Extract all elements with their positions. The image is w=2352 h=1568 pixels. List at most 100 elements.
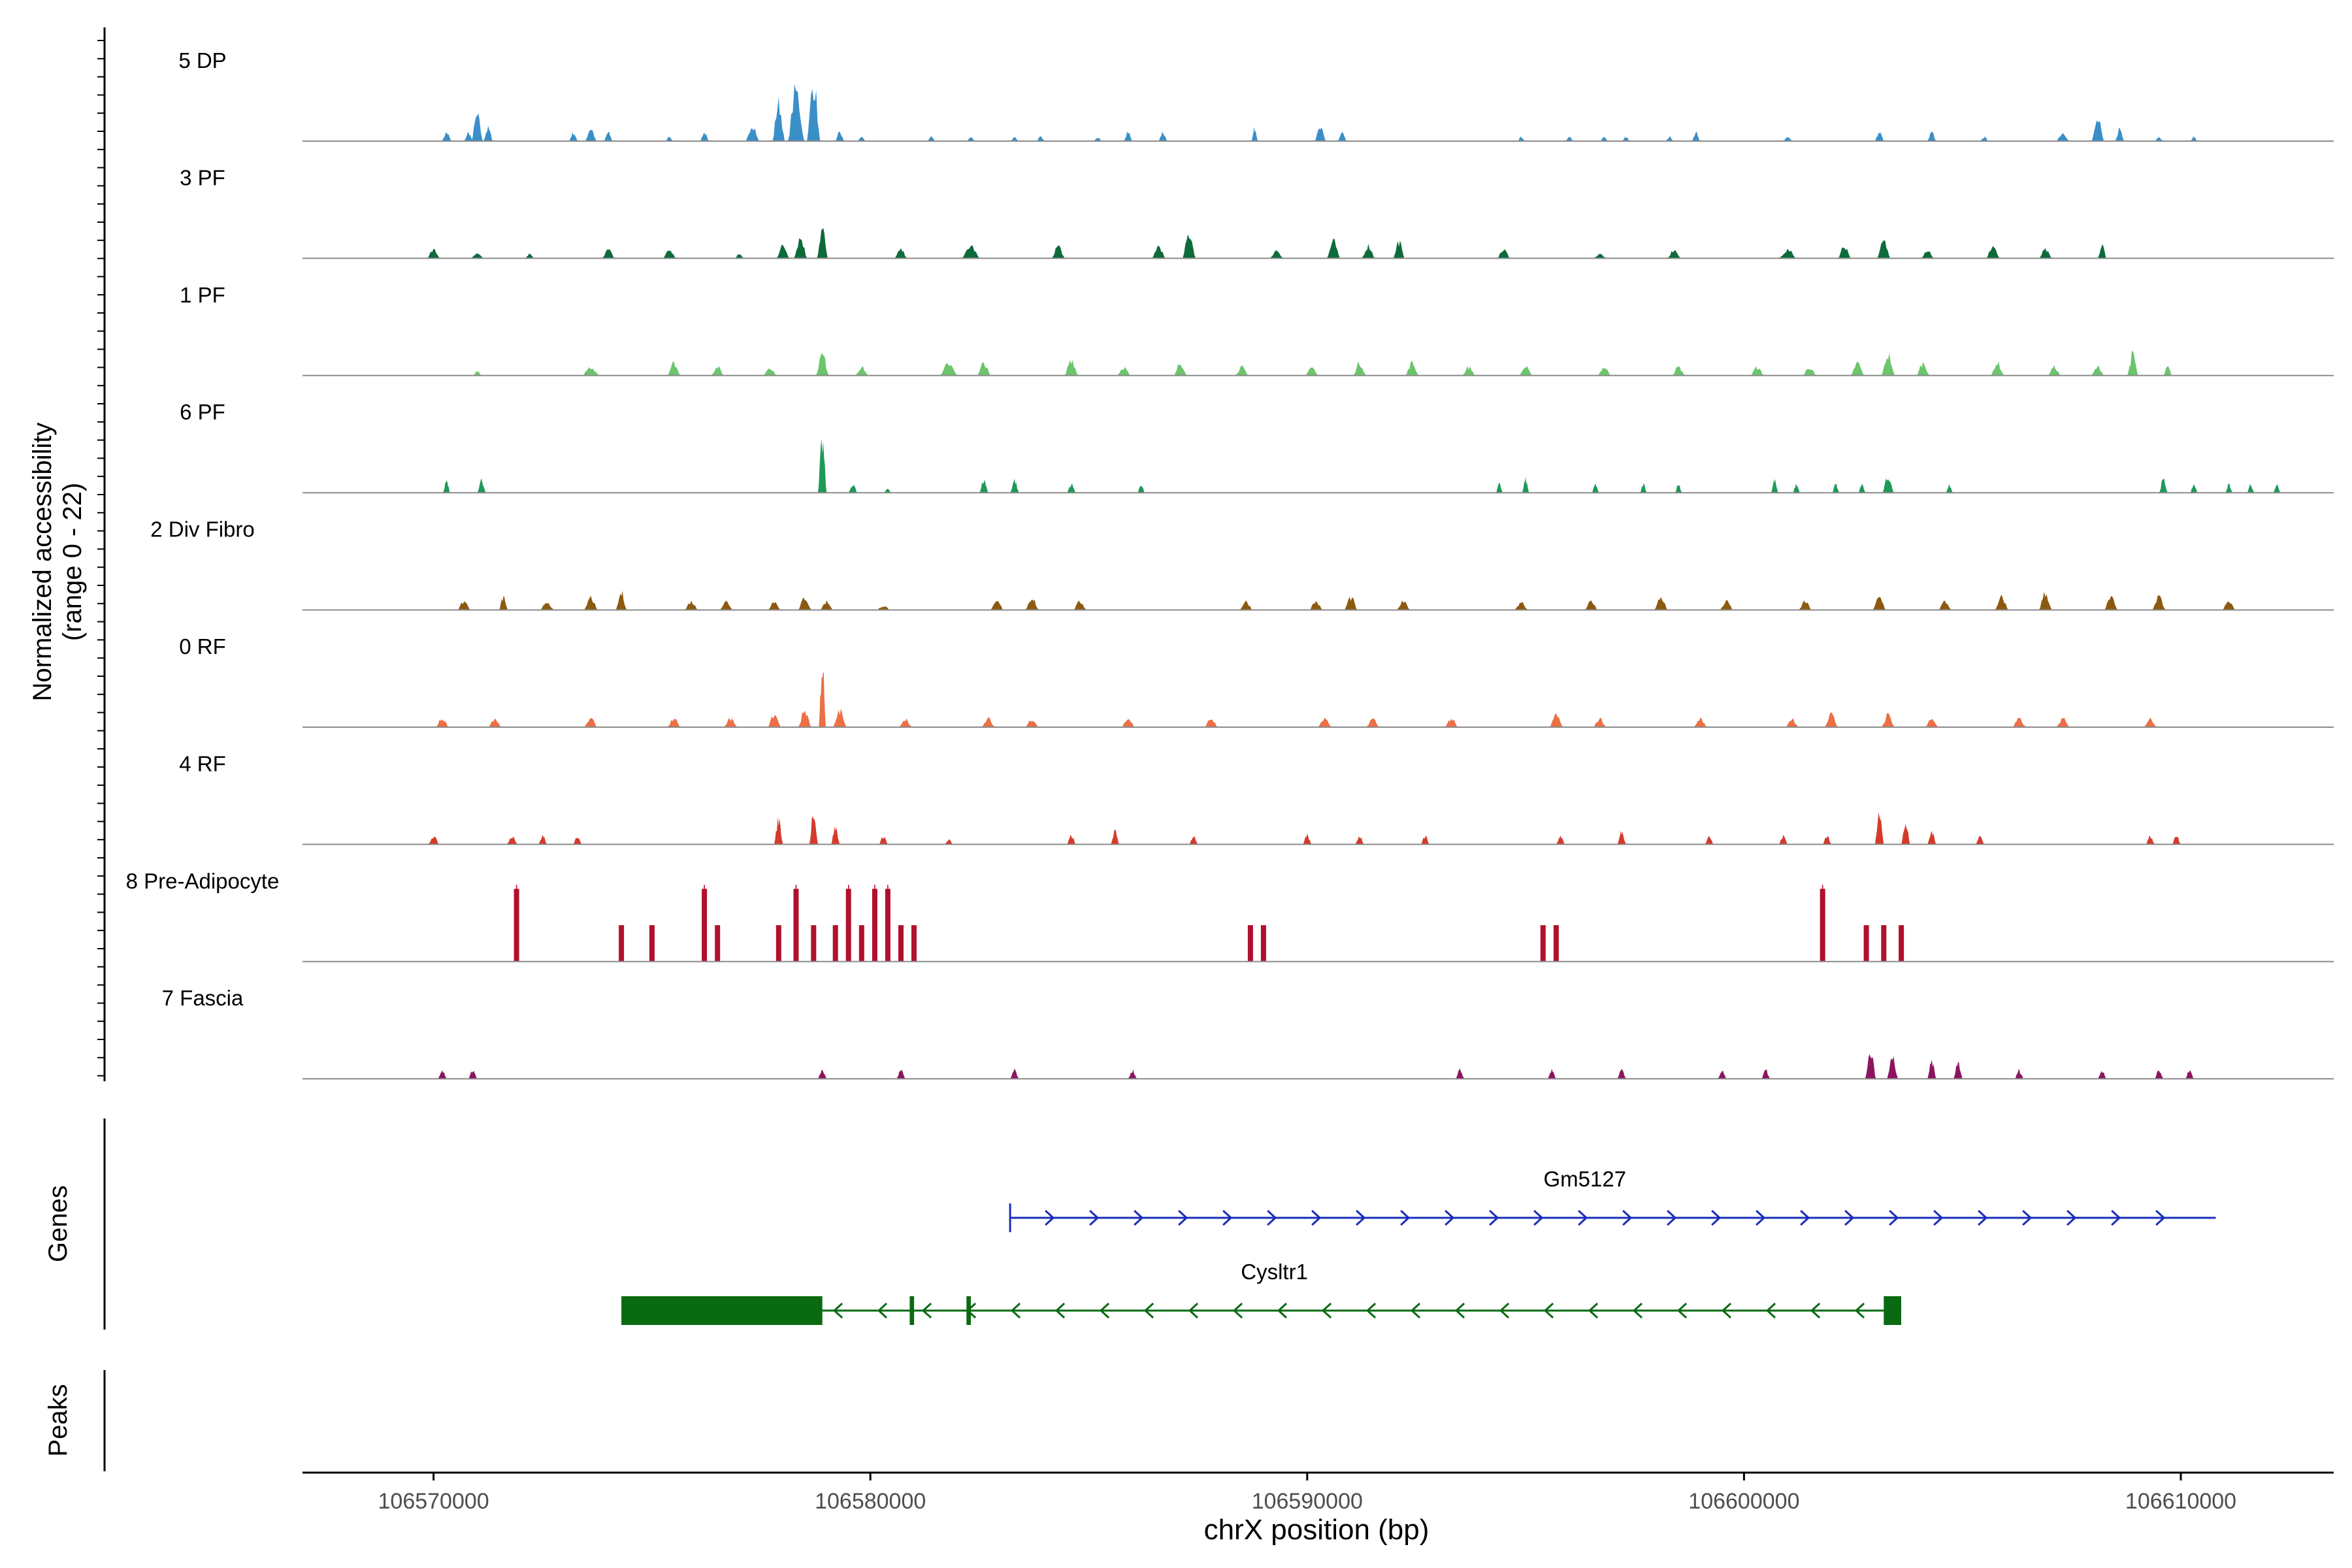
strand-chevron [1765, 1302, 1776, 1319]
coverage-peak [768, 602, 781, 610]
coverage-peak [776, 925, 781, 962]
coverage-peak [1882, 353, 1895, 376]
coverage-peak [745, 128, 759, 141]
coverage-peak [525, 253, 534, 259]
coverage-peak [1522, 477, 1529, 493]
coverage-peak [2115, 127, 2125, 141]
strand-chevron [1756, 1209, 1766, 1226]
coverage-peak [1396, 600, 1410, 610]
coverage-peak [1547, 1068, 1556, 1079]
coverage-peak [719, 600, 733, 610]
x-tick-label: 106600000 [1688, 1489, 1799, 1514]
strand-chevron [1321, 1302, 1332, 1319]
strand-chevron [1134, 1209, 1144, 1226]
coverage-peak [2190, 484, 2198, 493]
coverage-peak [990, 601, 1004, 610]
coverage-peak [604, 131, 613, 141]
gene-exon [966, 1296, 971, 1325]
coverage-peak [1750, 366, 1764, 376]
gene-name: Gm5127 [1544, 1167, 1627, 1191]
coverage-peak [662, 250, 676, 259]
gene-name: Cysltr1 [1241, 1260, 1308, 1284]
coverage-peak [498, 596, 508, 610]
coverage-peak [1705, 836, 1714, 845]
coverage-peak [1925, 719, 1938, 727]
coverage-peak [2154, 1070, 2164, 1079]
track-label: 0 RF [179, 634, 226, 659]
coverage-peak [1975, 836, 1985, 845]
track-1-pf: 1 PF [180, 283, 2334, 376]
coverage-peak [734, 254, 744, 259]
strand-chevron [1445, 1209, 1455, 1226]
strand-chevron [1045, 1209, 1055, 1226]
coverage-peak [1326, 238, 1340, 259]
coverage-peak [1617, 830, 1626, 845]
coverage-peak [2048, 365, 2061, 376]
coverage-peak [798, 710, 811, 727]
coverage-peak [649, 925, 655, 962]
gene-exon [1884, 1296, 1901, 1325]
coverage-peak [685, 600, 698, 610]
strand-chevron [1232, 1302, 1243, 1319]
coverage-peak [584, 595, 598, 610]
coverage-peak [2185, 1070, 2194, 1079]
coverage-peak [962, 245, 980, 259]
coverage-peak [1064, 360, 1078, 376]
coverage-peak-tip [848, 885, 849, 889]
coverage-peak [1183, 234, 1196, 259]
coverage-peak [1771, 479, 1778, 493]
coverage-peak [1235, 365, 1249, 376]
coverage-peak [2038, 591, 2052, 610]
strand-chevron [1489, 1209, 1499, 1226]
coverage-peak [1420, 835, 1429, 845]
peaks-panel-label: Peaks [44, 1384, 73, 1456]
strand-chevron [1267, 1209, 1277, 1226]
coverage-peak [1010, 1068, 1019, 1079]
coverage-peak [872, 889, 877, 962]
coverage-peak [979, 480, 988, 493]
coverage-peak [700, 133, 709, 141]
coverage-peak [2273, 483, 2281, 493]
coverage-peak [2146, 835, 2155, 845]
coverage-peak [772, 96, 785, 141]
coverage-peak [1858, 483, 1866, 493]
coverage-peak [477, 478, 486, 493]
coverage-peak [1556, 835, 1565, 845]
coverage-peak [584, 717, 598, 727]
coverage-peak [845, 889, 851, 962]
coverage-peak [1654, 597, 1668, 610]
coverage-peak-tip [515, 885, 517, 889]
coverage-peak [1344, 596, 1358, 610]
coverage-peak [1851, 361, 1865, 376]
coverage-peak [1303, 834, 1312, 845]
coverage-peak [2038, 248, 2052, 259]
strand-chevron [1311, 1209, 1322, 1226]
coverage-peak [1405, 361, 1419, 376]
coverage-peak [1820, 889, 1825, 962]
x-axis-ticks: 106570000 106580000 106590000 106600000 1066… [378, 1473, 2236, 1514]
coverage-peak [1393, 240, 1405, 259]
y-axis-label: Normalized accessibility [28, 423, 57, 702]
coverage-peak [1622, 137, 1630, 141]
coverage-peak [1874, 132, 1884, 141]
coverage-peak [793, 889, 799, 962]
strand-chevron [1800, 1209, 1810, 1226]
track-label: 2 Div Fibro [150, 517, 255, 542]
gene-exon [621, 1296, 823, 1325]
coverage-peak [1991, 361, 2004, 376]
coverage-peak [2225, 483, 2232, 493]
coverage-peak [1640, 483, 1647, 493]
coverage-peak [2056, 133, 2070, 141]
coverage-peak [472, 370, 482, 376]
coverage-peak [1362, 244, 1375, 259]
coverage-tracks: 5 DP 3 PF 1 PF 6 PF 2 Div Fibro 0 RF 4 RF 8 Pre… [126, 48, 2334, 1080]
coverage-peak [538, 835, 547, 845]
coverage-peak [1617, 1068, 1626, 1079]
strand-chevron [1277, 1302, 1288, 1319]
coverage-peak [715, 925, 721, 962]
coverage-peak [471, 113, 483, 141]
coverage-peak [1158, 131, 1168, 141]
coverage-peak [1519, 366, 1533, 376]
coverage-peak [2091, 120, 2104, 141]
coverage-peak [1010, 137, 1019, 141]
